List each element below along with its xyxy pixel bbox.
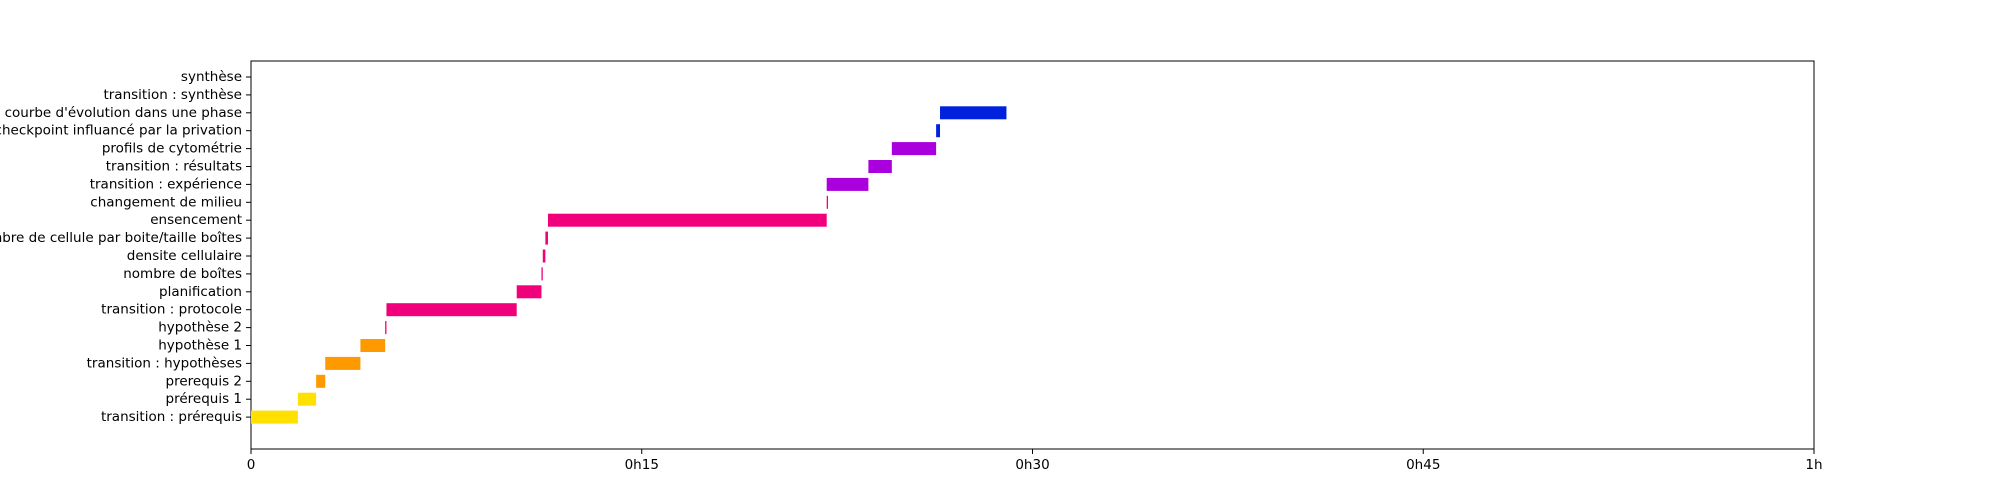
- task-bar: [826, 195, 829, 209]
- y-tick-label: hypothèse 2: [158, 320, 242, 336]
- task-bar: [386, 303, 517, 317]
- y-tick-label: planification: [159, 284, 242, 300]
- task-bar: [325, 356, 361, 370]
- y-tick-label: nombre de cellule par boite/taille boîte…: [0, 230, 242, 246]
- task-bar: [541, 267, 543, 281]
- task-bar: [826, 177, 869, 191]
- y-tick-label: transition : prérequis: [101, 409, 242, 425]
- y-tick-label: prerequis 2: [166, 373, 242, 389]
- y-tick-label: nombre de boîtes: [123, 266, 242, 282]
- task-bar: [251, 410, 298, 424]
- bars-group: [251, 106, 1007, 424]
- task-bar: [868, 160, 892, 173]
- x-tick-label: 0h30: [1015, 457, 1049, 473]
- x-tick-label: 0h45: [1406, 457, 1440, 473]
- y-tick-label: transition : hypothèses: [87, 355, 242, 371]
- x-tick-label: 0: [247, 457, 256, 473]
- task-bar: [891, 142, 937, 156]
- x-tick-label: 1h: [1805, 457, 1822, 473]
- task-bar: [936, 124, 941, 138]
- task-bar: [547, 213, 827, 227]
- y-tick-label: ensencement: [150, 212, 242, 228]
- task-bar: [545, 231, 548, 245]
- task-bar: [940, 106, 1007, 120]
- y-tick-label: profils de cytométrie: [102, 141, 242, 157]
- y-tick-label: transition : expérience: [90, 176, 242, 192]
- y-tick-label: synthèse: [181, 69, 242, 85]
- x-tick-label: 0h15: [625, 457, 659, 473]
- y-tick-label: courbe d'évolution dans une phase: [5, 105, 242, 121]
- task-bar: [385, 321, 387, 335]
- task-bar: [516, 285, 542, 299]
- y-tick-label: checkpoint influancé par la privation: [0, 123, 242, 139]
- y-axis: transition : prérequis prérequis 1 prerequ…: [0, 69, 251, 425]
- task-bar: [316, 374, 326, 388]
- task-bar: [360, 339, 386, 352]
- plot-frame: [250, 60, 1815, 450]
- y-tick-label: densite cellulaire: [127, 248, 242, 264]
- x-axis: 0 0h15 0h30 0h45 1h: [247, 449, 1823, 473]
- y-tick-label: transition : protocole: [101, 302, 242, 318]
- task-bar: [542, 249, 546, 263]
- y-tick-label: transition : synthèse: [103, 87, 242, 103]
- y-tick-label: hypothèse 1: [158, 338, 242, 354]
- task-bar: [297, 392, 317, 406]
- y-tick-label: changement de milieu: [90, 194, 242, 210]
- y-tick-label: prérequis 1: [166, 391, 242, 407]
- y-tick-label: transition : résultats: [106, 159, 242, 175]
